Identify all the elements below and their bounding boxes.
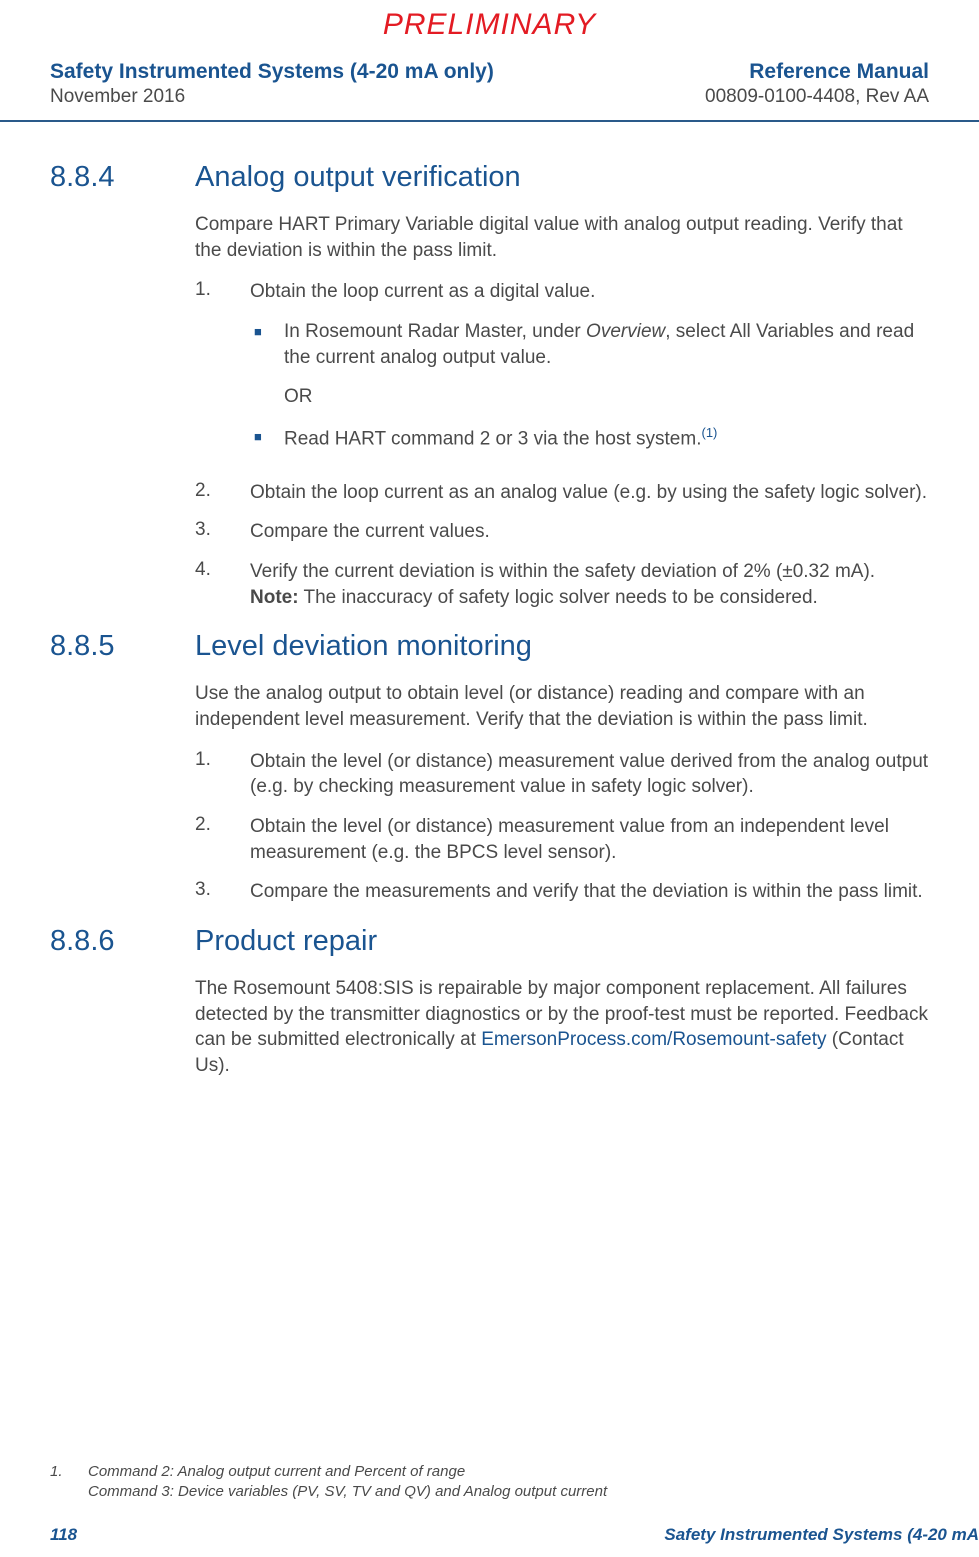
text-span: Verify the current deviation is within t… — [250, 561, 875, 582]
footnote: 1. Command 2: Analog output current and … — [50, 1462, 607, 1503]
step-text: Obtain the level (or distance) measureme… — [250, 749, 929, 800]
bullet-marker: ■ — [250, 319, 284, 370]
bullet-text: Read HART command 2 or 3 via the host sy… — [284, 424, 929, 452]
or-separator: OR — [284, 384, 929, 410]
step-text: Verify the current deviation is within t… — [250, 559, 929, 610]
section-header: 8.8.6 Product repair — [50, 925, 929, 958]
section-number: 8.8.6 — [50, 925, 195, 958]
step-number: 1. — [195, 749, 250, 800]
step-3: 3. Compare the measurements and verify t… — [195, 879, 929, 905]
step-text: Obtain the level (or distance) measureme… — [250, 814, 929, 865]
step-text: Compare the current values. — [250, 519, 929, 545]
safety-link[interactable]: EmersonProcess.com/Rosemount-safety — [481, 1029, 826, 1050]
step-4: 4. Verify the current deviation is withi… — [195, 559, 929, 610]
overview-italic: Overview — [586, 321, 665, 342]
step-number: 3. — [195, 519, 250, 545]
page-footer: 118 Safety Instrumented Systems (4-20 mA — [0, 1525, 979, 1545]
footnote-number: 1. — [50, 1462, 88, 1503]
note-label: Note: — [250, 587, 299, 608]
header-right: Reference Manual 00809-0100-4408, Rev AA — [705, 60, 929, 108]
bullet-text: In Rosemount Radar Master, under Overvie… — [284, 319, 929, 370]
page-content: 8.8.4 Analog output verification Compare… — [0, 136, 979, 1078]
step-text: Obtain the loop current as a digital val… — [250, 279, 929, 466]
preliminary-watermark: PRELIMINARY — [0, 0, 979, 42]
footnote-row: 1. Command 2: Analog output current and … — [50, 1462, 607, 1503]
step-2: 2. Obtain the loop current as an analog … — [195, 480, 929, 506]
step-2: 2. Obtain the level (or distance) measur… — [195, 814, 929, 865]
text-span: In Rosemount Radar Master, under — [284, 321, 586, 342]
page-number: 118 — [50, 1525, 77, 1545]
step-1: 1. Obtain the loop current as a digital … — [195, 279, 929, 466]
section-body: Compare HART Primary Variable digital va… — [195, 212, 929, 610]
section-number: 8.8.5 — [50, 630, 195, 663]
footer-title: Safety Instrumented Systems (4-20 mA — [664, 1525, 979, 1545]
text-span: Read HART command 2 or 3 via the host sy… — [284, 428, 701, 449]
step-text-content: Obtain the loop current as a digital val… — [250, 281, 595, 302]
footnote-text: Command 2: Analog output current and Per… — [88, 1462, 607, 1503]
header-doc-number: 00809-0100-4408, Rev AA — [705, 86, 929, 108]
bullet-marker: ■ — [250, 424, 284, 452]
step-number: 3. — [195, 879, 250, 905]
section-header: 8.8.4 Analog output verification — [50, 161, 929, 194]
section-number: 8.8.4 — [50, 161, 195, 194]
header-manual-title: Reference Manual — [705, 60, 929, 84]
header-date: November 2016 — [50, 86, 494, 108]
section-title: Level deviation monitoring — [195, 630, 532, 663]
section-title: Product repair — [195, 925, 377, 958]
step-text: Compare the measurements and verify that… — [250, 879, 929, 905]
header-left: Safety Instrumented Systems (4-20 mA onl… — [50, 60, 494, 108]
footnote-ref: (1) — [701, 425, 717, 440]
step-3: 3. Compare the current values. — [195, 519, 929, 545]
sub-bullet-b: ■ Read HART command 2 or 3 via the host … — [250, 424, 929, 452]
header-doc-title: Safety Instrumented Systems (4-20 mA onl… — [50, 60, 494, 84]
step-1: 1. Obtain the level (or distance) measur… — [195, 749, 929, 800]
footnote-line2: Command 3: Device variables (PV, SV, TV … — [88, 1482, 607, 1502]
footnote-line1: Command 2: Analog output current and Per… — [88, 1462, 607, 1482]
section-885: 8.8.5 Level deviation monitoring Use the… — [50, 630, 929, 904]
step-number: 1. — [195, 279, 250, 466]
section-body: The Rosemount 5408:SIS is repairable by … — [195, 976, 929, 1079]
intro-paragraph: Compare HART Primary Variable digital va… — [195, 212, 929, 263]
section-title: Analog output verification — [195, 161, 521, 194]
section-884: 8.8.4 Analog output verification Compare… — [50, 161, 929, 610]
repair-paragraph: The Rosemount 5408:SIS is repairable by … — [195, 976, 929, 1079]
step-number: 2. — [195, 814, 250, 865]
sub-bullet-a: ■ In Rosemount Radar Master, under Overv… — [250, 319, 929, 370]
note-text: The inaccuracy of safety logic solver ne… — [299, 587, 818, 608]
section-header: 8.8.5 Level deviation monitoring — [50, 630, 929, 663]
step-number: 2. — [195, 480, 250, 506]
page-header: Safety Instrumented Systems (4-20 mA onl… — [0, 42, 979, 122]
section-body: Use the analog output to obtain level (o… — [195, 681, 929, 904]
step-text: Obtain the loop current as an analog val… — [250, 480, 929, 506]
section-886: 8.8.6 Product repair The Rosemount 5408:… — [50, 925, 929, 1079]
step-number: 4. — [195, 559, 250, 610]
intro-paragraph: Use the analog output to obtain level (o… — [195, 681, 929, 732]
